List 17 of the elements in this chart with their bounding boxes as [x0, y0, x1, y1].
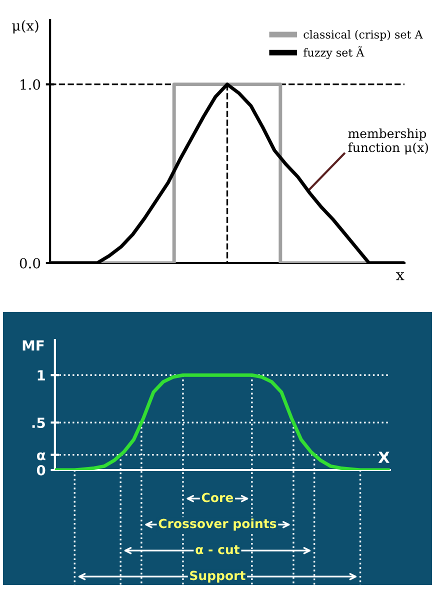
text: α - cut — [196, 545, 240, 554]
y-axis-title: MF — [22, 340, 44, 351]
text: Crossover points — [158, 518, 276, 531]
text: Support — [190, 570, 246, 583]
legend-label: classical (crisp) set A — [304, 30, 423, 41]
y-tick-label: 0 — [36, 464, 46, 476]
text: Core — [202, 492, 234, 502]
annotation: membership function μ(x) — [348, 128, 428, 155]
y-tick-label: 0.0 — [20, 258, 40, 268]
y-tick-label: 1 — [38, 370, 45, 380]
y-tick-label: 1.0 — [20, 79, 40, 90]
legend-label: fuzzy set Ã — [304, 46, 364, 59]
x-axis-title: x — [396, 272, 404, 280]
y-tick-label: α — [37, 452, 46, 460]
y-axis-title: μ(x) — [12, 20, 38, 34]
y-tick-label: .5 — [32, 418, 45, 428]
x-axis-title: X — [378, 452, 390, 463]
